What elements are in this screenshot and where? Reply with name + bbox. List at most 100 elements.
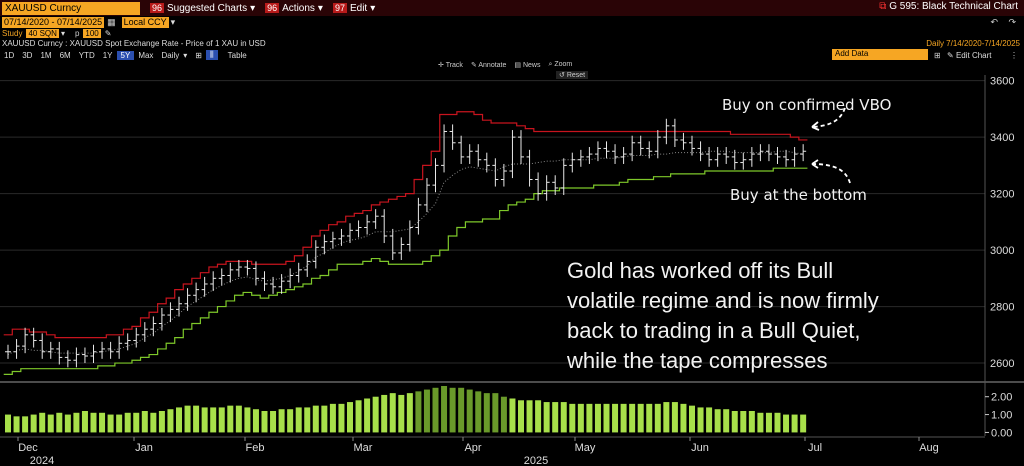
histogram-bar [158,411,165,433]
histogram-bar [381,394,388,433]
x-tick-label: Feb [246,442,265,454]
bar-type-icon[interactable]: ⊞ [195,50,202,60]
study-bar: Study 40 SQN ▾ p 100 ✎ [0,28,1024,38]
chart-tools: ✛ Track ✎ Annotate ▤ News ⌕ Zoom [438,61,572,69]
edit-menu[interactable]: 97 Edit ▾ [332,3,375,14]
frequency-label: Daily [926,39,944,48]
x-year-label: 2024 [30,455,54,466]
price-bar [321,234,328,255]
price-bar [535,172,542,201]
price-bar [73,347,80,368]
suggested-charts-menu[interactable]: 96 Suggested Charts ▾ [150,3,255,14]
histogram-bar [116,414,123,433]
histogram-bar [13,416,20,433]
zoom-label: Zoom [554,61,573,68]
ticker-input[interactable]: XAUUSD Curncy [2,1,140,15]
actions-menu[interactable]: 96 Actions ▾ [265,3,323,14]
period-button-1m[interactable]: 1M [40,50,52,60]
start-date: 07/14/2020 [4,17,50,27]
track-button[interactable]: ✛ Track [438,62,463,69]
price-bar [244,259,251,276]
price-bars [5,118,807,368]
price-bar [372,209,379,229]
price-bar [201,276,208,297]
price-bar [158,307,165,331]
reset-button[interactable]: ↺ Reset [556,71,589,79]
edit-chart-button[interactable]: ✎ Edit Chart [947,51,992,60]
price-bar [569,152,576,173]
period-button-ytd[interactable]: YTD [78,50,95,60]
hist-tick-label: 0.00 [991,427,1012,439]
pencil-icon[interactable]: ✎ [104,28,112,38]
period-button-3d[interactable]: 3D [22,50,33,60]
x-tick-label: Jul [808,442,822,454]
histogram-bar [312,405,319,433]
period-button-max[interactable]: Max [138,50,154,60]
histogram-bar [261,411,268,433]
news-button[interactable]: ▤ News [514,62,541,69]
period-button-5y[interactable]: 5Y [116,50,135,60]
price-bar [518,130,524,164]
histogram-bar [774,412,781,433]
grid-icon[interactable]: ⊞ [934,50,941,60]
price-bar [210,271,217,292]
pencil-icon: ✎ [947,50,954,60]
date-range-input[interactable]: 07/14/2020 - 07/14/2025 [2,16,105,28]
price-bar [774,147,781,164]
price-bar [723,147,730,164]
menu-code: 96 [150,3,165,13]
zoom-button[interactable]: ⌕ Zoom [548,61,573,68]
price-bar [381,209,388,244]
price-bar [654,130,661,159]
undo-icon[interactable]: ↶ [990,16,998,27]
price-bar [492,158,499,187]
period-button-1d[interactable]: 1D [4,50,15,60]
grid-lines [0,80,1024,383]
candle-type-icon[interactable]: ⫼ [205,50,218,60]
period-button-1y[interactable]: 1Y [102,50,113,60]
histogram-bar [594,403,601,433]
period-buttons: 1D 3D 1M 6M YTD 1Y 5Y Max [0,50,157,60]
currency-select[interactable]: Local CCY [121,16,169,28]
overflow-menu-icon[interactable]: ⋮ [1010,50,1018,60]
comment-block: Gold has worked off its Bull volatile re… [566,258,879,373]
histogram-bar [30,414,37,433]
histogram-bar [99,412,106,433]
price-bar [731,149,738,170]
price-axis: 2600 2800 3000 3200 3400 3600 [984,75,1014,436]
histogram-bar [287,409,294,433]
study-select[interactable]: 40 SQN [26,28,59,38]
histogram-bar [526,400,533,433]
period-button-6m[interactable]: 6M [59,50,71,60]
external-link-icon[interactable]: ⧉ [879,1,887,12]
redo-icon[interactable]: ↷ [1008,16,1016,27]
price-bar [560,158,567,196]
table-button[interactable]: Table [227,50,247,60]
chevron-down-icon[interactable]: ▾ [170,16,176,27]
price-bar [22,327,29,354]
top-toolbar: XAUUSD Curncy 96 Suggested Charts ▾ 96 A… [0,0,1024,16]
add-data-input[interactable]: Add Data [832,49,928,60]
annotate-button[interactable]: ✎ Annotate [470,62,507,69]
price-bar [133,327,140,348]
histogram-bar [56,412,63,433]
description-bar: XAUUSD Curncy : XAUUSD Spot Exchange Rat… [0,38,1024,49]
price-bar [680,132,687,150]
histogram-bars [5,386,807,433]
price-bar [338,228,345,246]
frequency-select[interactable]: Daily [161,50,180,60]
histogram-bar [740,411,747,433]
annotation-bottom: Buy at the bottom [730,186,867,204]
price-bar [176,296,182,317]
calendar-icon[interactable]: ▦ [107,16,116,27]
histogram-bar [124,412,131,433]
price-bar [47,341,54,359]
p-input[interactable]: 100 [83,28,101,38]
comment-line-2: volatile regime and is now firmly [567,288,879,313]
chevron-down-icon[interactable]: ▾ [60,28,65,38]
histogram-bar [64,414,71,433]
histogram-bar [423,389,430,433]
x-tick-label: Jun [691,442,709,454]
chevron-down-icon[interactable]: ▾ [183,50,188,60]
